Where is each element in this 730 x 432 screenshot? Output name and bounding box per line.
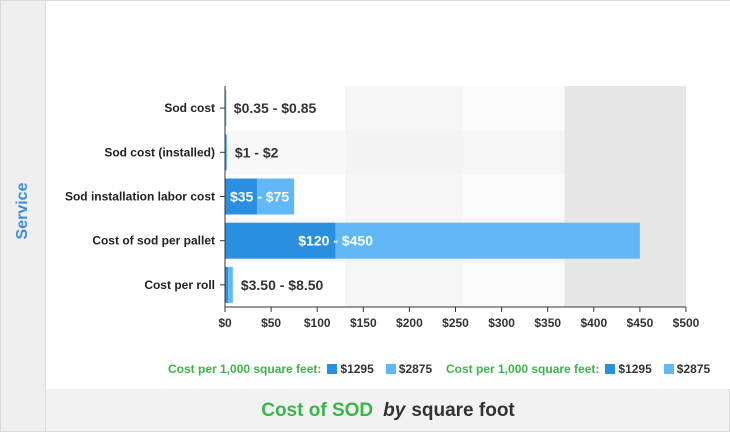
plot-band [462, 86, 565, 307]
legend-swatch-1295 [327, 364, 338, 374]
x-tick-label: $400 [580, 316, 607, 330]
bar-segment-low [225, 222, 336, 259]
side-strip: Service [1, 1, 46, 431]
bar-segment-low [225, 266, 229, 303]
legend-duplicate: Cost per 1,000 square feet: $1295 $2875 [446, 362, 722, 376]
x-tick-label: $300 [488, 316, 515, 330]
category-label: Cost of sod per pallet [92, 234, 215, 248]
data-label: $1 - $2 [235, 144, 279, 160]
chart: $0 $50 $100 $150 $200 $250 $300 $350 $400 $450 $50… [65, 86, 700, 330]
x-tick-label: $500 [673, 316, 700, 330]
category-label: Sod cost [164, 101, 215, 115]
chart-title-unit: square foot [411, 400, 515, 421]
legend: Cost per 1,000 square feet: $1295 $2875 [168, 362, 444, 376]
legend-title: Cost per 1,000 square feet: [446, 362, 600, 376]
y-axis-title: Service [14, 182, 31, 240]
x-tick-label: $100 [304, 316, 331, 330]
x-tick-label: $350 [534, 316, 561, 330]
row-stripe [225, 130, 565, 175]
bar-segment-high [335, 222, 640, 259]
legend-label-1295: $1295 [618, 362, 652, 376]
plot-band [564, 86, 686, 307]
legend-label-2875: $2875 [676, 362, 711, 376]
x-tick-label: $0 [218, 316, 232, 330]
legend-swatch-2875 [385, 364, 396, 374]
data-label: $3.50 - $8.50 [241, 277, 324, 293]
legend-title: Cost per 1,000 square feet: [168, 362, 322, 376]
category-label: Cost per roll [144, 278, 215, 292]
legend-label-2875: $2875 [398, 362, 433, 376]
legend-swatch-2875 [663, 364, 674, 374]
x-tick-label: $450 [627, 316, 654, 330]
data-label: $0.35 - $0.85 [234, 100, 317, 116]
category-label: Sod cost (installed) [104, 145, 215, 159]
chart-title: Cost of SOD by square foot [46, 391, 730, 431]
plot-band [344, 86, 463, 307]
bar-segment-high [228, 266, 233, 303]
bar-segment-high [257, 178, 295, 215]
plot-panel: $0 $50 $100 $150 $200 $250 $300 $350 $400 $450 $50… [46, 1, 730, 389]
chart-title-main: Cost of SOD [261, 400, 374, 421]
bar-segment-high [225, 134, 227, 171]
data-label: $120 - $450 [298, 233, 373, 249]
x-tick-label: $200 [396, 316, 423, 330]
chart-title-by: by [383, 400, 406, 421]
legend-swatch-1295 [605, 364, 616, 374]
x-tick-label: $250 [442, 316, 469, 330]
x-tick-label: $50 [261, 316, 281, 330]
legend-label-1295: $1295 [340, 362, 374, 376]
bar-segment-low [225, 178, 258, 215]
data-label: $35 - $75 [230, 189, 289, 205]
category-label: Sod installation labor cost [65, 190, 215, 204]
x-tick-label: $150 [350, 316, 377, 330]
bar-segment-high [225, 90, 227, 127]
